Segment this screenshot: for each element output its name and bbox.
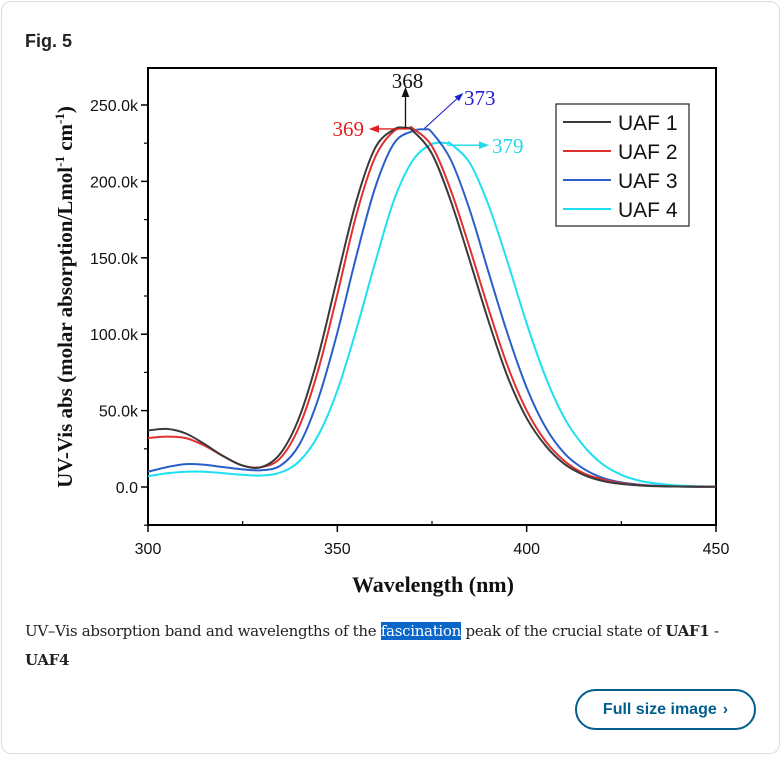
y-tick-label: 50.0k [99,404,139,421]
peak-label-379: 379 [492,134,524,158]
full-size-image-label: Full size image [602,700,717,718]
x-tick-label: 400 [513,541,540,558]
uv-vis-chart: 0.0 50.0k 100.0k 150.0k 200.0k 250.0k 300 350 4… [52,67,730,597]
peak-label-369: 369 [333,117,365,141]
caption-highlighted-word[interactable]: fascination [380,622,462,640]
legend-label: UAF 2 [618,141,678,164]
y-tick-label: 0.0 [116,480,138,497]
caption-bold-uaf4: UAF4 [25,651,70,669]
legend: UAF 1 UAF 2 UAF 3 UAF 4 [555,103,690,227]
figure-caption: UV–Vis absorption band and wavelengths o… [25,617,755,675]
full-size-image-button[interactable]: Full size image › [575,689,756,730]
legend-label: UAF 4 [618,199,678,222]
y-axis-title-end: ) [53,106,77,113]
y-tick-label: 250.0k [90,98,139,115]
chevron-right-icon: › [722,700,729,718]
y-axis-title-mid: cm [53,123,77,156]
series-line-uaf-4 [147,141,717,488]
figure-label: Fig. 5 [25,31,73,51]
legend-label: UAF 3 [618,170,678,193]
y-axis-title-sup1: -1 [52,156,67,167]
series-line-uaf-1 [147,126,717,488]
peak-label-373: 373 [464,86,496,110]
x-tick-label: 300 [135,541,162,558]
x-axis-title: Wavelength (nm) [352,572,514,597]
y-axis-title-sup2: -1 [52,113,67,124]
y-tick-label: 200.0k [90,174,139,191]
y-tick-label: 100.0k [90,327,139,344]
x-tick-label: 350 [324,541,351,558]
y-axis-title-main: UV-Vis abs (molar absorption/Lmol [53,167,77,488]
legend-box [555,103,690,227]
series-lines [147,125,717,488]
caption-separator: - [709,622,719,640]
arrow-373 [424,93,464,129]
legend-label: UAF 1 [618,112,678,135]
caption-text-middle: peak of the crucial state of [461,622,666,640]
x-tick-label: 450 [703,541,730,558]
peak-annotations: 368 369 373 379 [333,69,524,158]
x-axis: 300 350 400 450 [135,521,730,558]
caption-text-before: UV–Vis absorption band and wavelengths o… [25,622,381,640]
caption-bold-uaf1: UAF1 [665,622,710,640]
y-axis: 0.0 50.0k 100.0k 150.0k 200.0k 250.0k [90,98,148,526]
peak-label-368: 368 [392,69,424,93]
y-axis-title: UV-Vis abs (molar absorption/Lmol-1 cm-1… [52,106,77,488]
y-tick-label: 150.0k [90,251,139,268]
